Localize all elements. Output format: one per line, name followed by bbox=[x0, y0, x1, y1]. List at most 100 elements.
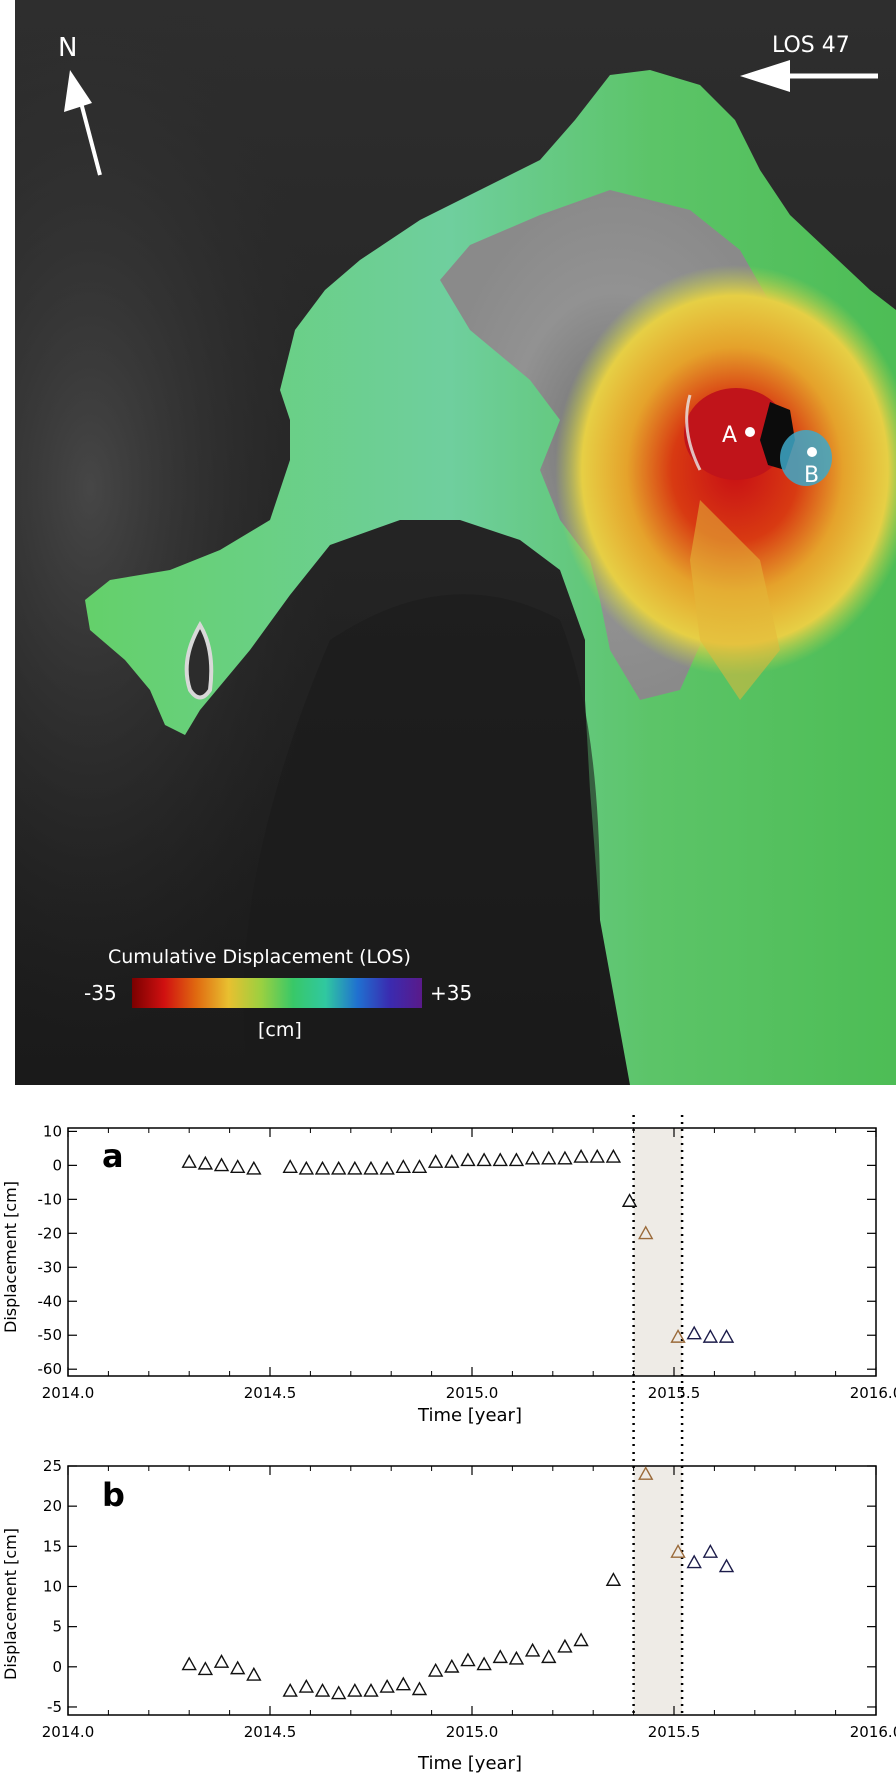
point-b-marker bbox=[807, 447, 817, 457]
time-series-panel-b: 2014.0 2014.5 2015.0 2015.5 2016.0 25 20 15 10 5 0… bbox=[1, 1452, 896, 1773]
data-point bbox=[379, 1678, 395, 1693]
x-tick-label: 2015.0 bbox=[446, 1384, 499, 1402]
point-b-label: B bbox=[804, 463, 819, 488]
displacement-map: N LOS 47 A B Cumulative Displacement (LO… bbox=[15, 0, 896, 1085]
colorbar-unit: [cm] bbox=[258, 1019, 302, 1041]
data-point bbox=[589, 1148, 605, 1163]
data-point bbox=[197, 1661, 214, 1676]
data-point bbox=[330, 1160, 347, 1175]
data-point bbox=[718, 1328, 735, 1343]
y-tick-label: 5 bbox=[52, 1618, 62, 1636]
colorbar-title: Cumulative Displacement (LOS) bbox=[108, 946, 411, 968]
data-point bbox=[557, 1638, 573, 1653]
data-point bbox=[524, 1642, 541, 1657]
x-tick-label: 2015.0 bbox=[446, 1723, 499, 1741]
data-point bbox=[718, 1558, 735, 1573]
panel-label-b: b bbox=[102, 1476, 125, 1514]
data-point bbox=[427, 1662, 444, 1677]
data-point bbox=[541, 1649, 557, 1664]
x-tick-label: 2014.5 bbox=[244, 1723, 297, 1741]
y-tick-label: -40 bbox=[38, 1292, 63, 1310]
north-arrow bbox=[64, 70, 102, 176]
data-point bbox=[541, 1150, 557, 1165]
data-points bbox=[181, 1466, 735, 1700]
data-point bbox=[670, 1544, 686, 1558]
data-point bbox=[379, 1160, 395, 1175]
data-point bbox=[686, 1325, 702, 1340]
y-tick-label: -30 bbox=[38, 1258, 63, 1276]
colorbar-max-label: +35 bbox=[430, 981, 472, 1005]
data-point bbox=[363, 1682, 379, 1697]
data-point bbox=[314, 1682, 331, 1697]
time-series-panel-a: 2014.0 2014.5 2015.0 2015.5 2016.0 10 0 -10 -20 -… bbox=[1, 1115, 896, 1450]
data-point bbox=[347, 1160, 363, 1175]
axis-ticks: 2014.0 2014.5 2015.0 2015.5 2016.0 25 20 15 10 5 0… bbox=[42, 1457, 896, 1741]
data-point bbox=[605, 1148, 622, 1163]
data-point bbox=[395, 1159, 412, 1173]
data-point bbox=[686, 1554, 702, 1569]
data-point bbox=[508, 1650, 525, 1665]
data-point bbox=[298, 1678, 315, 1693]
x-tick-label: 2015.5 bbox=[648, 1384, 701, 1402]
data-point bbox=[411, 1159, 428, 1173]
los-label: LOS 47 bbox=[772, 33, 850, 58]
colorbar-min-label: -35 bbox=[84, 981, 117, 1005]
shaded-interval bbox=[633, 1128, 683, 1376]
panel-label-a: a bbox=[102, 1137, 124, 1175]
point-a-label: A bbox=[722, 423, 737, 448]
data-point bbox=[621, 1193, 638, 1207]
data-point bbox=[213, 1654, 230, 1668]
los-arrow bbox=[740, 60, 878, 92]
sea-bay bbox=[243, 594, 601, 1085]
data-point bbox=[670, 1328, 686, 1343]
data-point bbox=[411, 1681, 428, 1696]
y-tick-label: 0 bbox=[52, 1156, 62, 1174]
data-point bbox=[363, 1160, 379, 1175]
data-point bbox=[427, 1154, 444, 1168]
data-point bbox=[229, 1159, 246, 1173]
y-axis-label-b: Displacement [cm] bbox=[1, 1528, 20, 1680]
data-point bbox=[460, 1652, 476, 1667]
x-tick-label: 2016.0 bbox=[850, 1384, 896, 1402]
y-tick-label: 10 bbox=[43, 1577, 62, 1595]
x-axis-label-b: Time [year] bbox=[417, 1753, 522, 1773]
north-label: N bbox=[58, 33, 77, 63]
y-tick-label: 20 bbox=[43, 1497, 62, 1515]
colorbar bbox=[132, 978, 422, 1008]
data-point bbox=[282, 1159, 298, 1173]
y-tick-label: 15 bbox=[43, 1537, 62, 1555]
deformation-streaks bbox=[690, 500, 780, 700]
x-tick-label: 2014.0 bbox=[42, 1384, 95, 1402]
data-point bbox=[246, 1160, 262, 1175]
data-point bbox=[282, 1682, 298, 1697]
data-point bbox=[314, 1160, 331, 1175]
data-point bbox=[444, 1154, 460, 1168]
data-point bbox=[330, 1685, 347, 1700]
data-point bbox=[298, 1160, 315, 1175]
data-point bbox=[524, 1150, 541, 1165]
data-point bbox=[181, 1154, 197, 1168]
y-tick-label: -10 bbox=[38, 1190, 63, 1208]
x-tick-label: 2014.0 bbox=[42, 1723, 95, 1741]
data-point bbox=[492, 1649, 508, 1664]
shaded-interval bbox=[633, 1466, 683, 1715]
data-point bbox=[347, 1682, 363, 1697]
data-point bbox=[573, 1148, 589, 1163]
y-tick-label: -50 bbox=[38, 1326, 63, 1344]
west-caldera bbox=[184, 621, 214, 700]
data-point bbox=[508, 1152, 525, 1167]
data-point bbox=[444, 1658, 460, 1673]
data-point bbox=[181, 1656, 197, 1671]
x-tick-label: 2014.5 bbox=[244, 1384, 297, 1402]
data-point bbox=[476, 1656, 492, 1671]
y-tick-label: -5 bbox=[47, 1698, 62, 1716]
x-tick-label: 2015.5 bbox=[648, 1723, 701, 1741]
x-tick-label: 2016.0 bbox=[850, 1723, 896, 1741]
y-tick-label: 25 bbox=[43, 1457, 62, 1475]
data-point bbox=[246, 1666, 262, 1681]
data-point bbox=[638, 1466, 654, 1480]
axis-ticks: 2014.0 2014.5 2015.0 2015.5 2016.0 10 0 -10 -20 -… bbox=[38, 1122, 896, 1402]
data-point bbox=[229, 1660, 246, 1675]
data-point bbox=[476, 1152, 492, 1167]
y-axis-label-a: Displacement [cm] bbox=[1, 1181, 20, 1333]
